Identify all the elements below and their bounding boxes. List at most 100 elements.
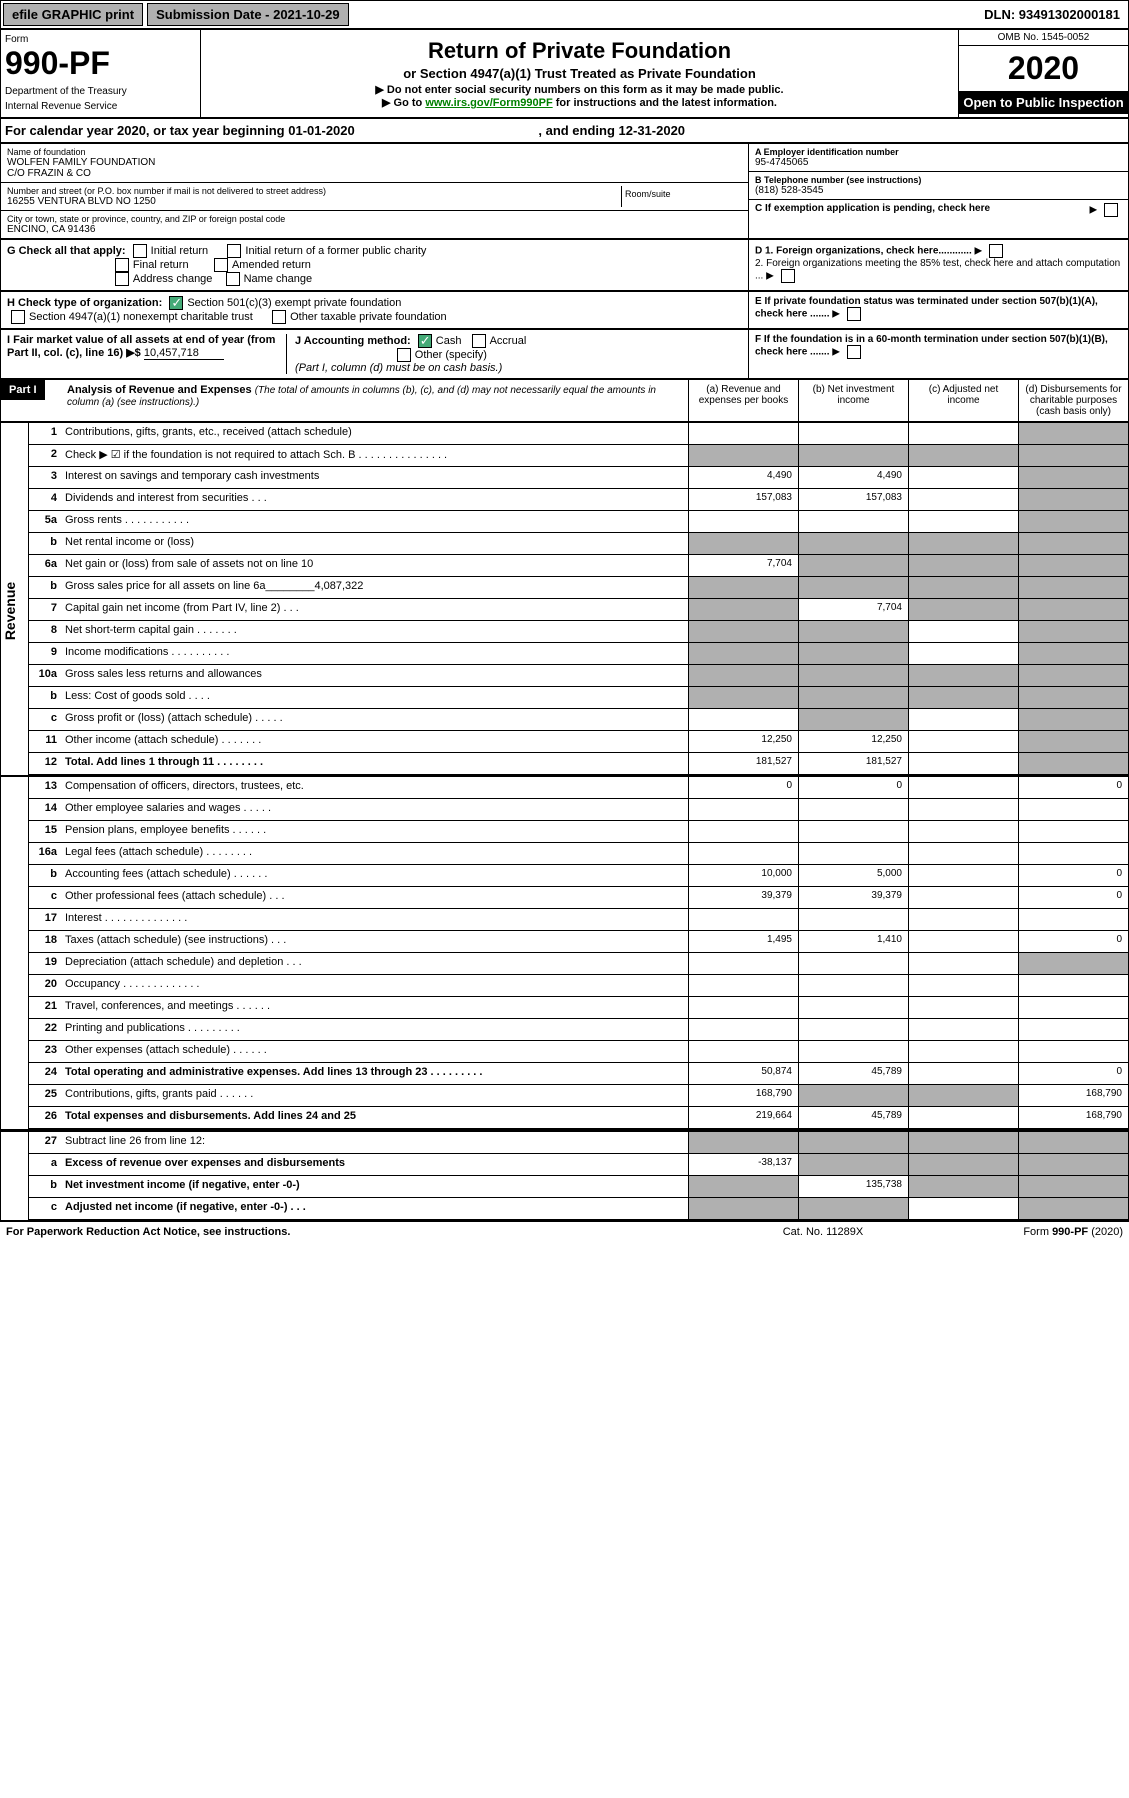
city-state-zip: ENCINO, CA 91436 (7, 224, 742, 235)
line-description: Other income (attach schedule) . . . . .… (61, 731, 688, 752)
col-d-value (1018, 799, 1128, 820)
col-b-value (798, 687, 908, 708)
expenses-section: Operating and Administrative Expenses 13… (0, 776, 1129, 1130)
revenue-side-label: Revenue (2, 582, 18, 640)
col-a-value: 10,000 (688, 865, 798, 886)
line-description: Interest . . . . . . . . . . . . . . (61, 909, 688, 930)
line-number: 15 (29, 821, 61, 842)
line-description: Net gain or (loss) from sale of assets n… (61, 555, 688, 576)
col-d-value (1018, 909, 1128, 930)
line-number: a (29, 1154, 61, 1175)
60month-checkbox[interactable] (847, 345, 861, 359)
efile-print-button[interactable]: efile GRAPHIC print (3, 3, 143, 26)
table-row: 4Dividends and interest from securities … (29, 489, 1128, 511)
table-row: bGross sales price for all assets on lin… (29, 577, 1128, 599)
form-title: Return of Private Foundation (209, 38, 950, 64)
name-change-checkbox[interactable] (226, 272, 240, 286)
g-label: G Check all that apply: (7, 245, 126, 257)
col-d-value (1018, 423, 1128, 444)
col-b-value (798, 643, 908, 664)
f-label: F If the foundation is in a 60-month ter… (755, 334, 1108, 358)
col-b-header: (b) Net investment income (798, 380, 908, 421)
col-d-value (1018, 1019, 1128, 1040)
line-number: 13 (29, 777, 61, 798)
line-description: Taxes (attach schedule) (see instruction… (61, 931, 688, 952)
col-c-value (908, 1085, 1018, 1106)
d2-label: 2. Foreign organizations meeting the 85%… (755, 258, 1120, 282)
col-a-value (688, 665, 798, 686)
accrual-checkbox[interactable] (472, 334, 486, 348)
col-d-value (1018, 821, 1128, 842)
table-row: bAccounting fees (attach schedule) . . .… (29, 865, 1128, 887)
table-row: 14Other employee salaries and wages . . … (29, 799, 1128, 821)
line-number: 25 (29, 1085, 61, 1106)
col-b-value: 45,789 (798, 1063, 908, 1084)
line-number: 8 (29, 621, 61, 642)
501c3-checkbox[interactable] (169, 296, 183, 310)
col-d-value: 0 (1018, 887, 1128, 908)
col-a-value (688, 1041, 798, 1062)
line-number: 2 (29, 445, 61, 466)
col-a-value (688, 909, 798, 930)
col-b-value: 135,738 (798, 1176, 908, 1197)
col-d-value: 168,790 (1018, 1085, 1128, 1106)
table-row: 7Capital gain net income (from Part IV, … (29, 599, 1128, 621)
form-header: Form 990-PF Department of the Treasury I… (0, 29, 1129, 118)
col-d-value: 0 (1018, 865, 1128, 886)
line-number: 21 (29, 997, 61, 1018)
line-number: 16a (29, 843, 61, 864)
col-a-value (688, 997, 798, 1018)
exemption-checkbox[interactable] (1104, 203, 1118, 217)
col-a-value: -38,137 (688, 1154, 798, 1175)
cash-checkbox[interactable] (418, 334, 432, 348)
ein-label: A Employer identification number (755, 147, 1122, 157)
table-row: 12Total. Add lines 1 through 11 . . . . … (29, 753, 1128, 775)
footer: For Paperwork Reduction Act Notice, see … (0, 1221, 1129, 1242)
irs-link[interactable]: www.irs.gov/Form990PF (425, 97, 552, 109)
foundation-name: WOLFEN FAMILY FOUNDATION (7, 157, 742, 168)
col-b-value (798, 621, 908, 642)
line-number: 1 (29, 423, 61, 444)
line-description: Interest on savings and temporary cash i… (61, 467, 688, 488)
col-d-value: 0 (1018, 1063, 1128, 1084)
col-c-value (908, 1176, 1018, 1197)
final-return-checkbox[interactable] (115, 258, 129, 272)
line-description: Contributions, gifts, grants paid . . . … (61, 1085, 688, 1106)
line-number: b (29, 1176, 61, 1197)
col-b-value (798, 577, 908, 598)
line-description: Pension plans, employee benefits . . . .… (61, 821, 688, 842)
col-b-value: 45,789 (798, 1107, 908, 1128)
col-a-value (688, 599, 798, 620)
table-row: 27Subtract line 26 from line 12: (29, 1132, 1128, 1154)
col-c-value (908, 843, 1018, 864)
col-a-value (688, 709, 798, 730)
line-number: 12 (29, 753, 61, 774)
other-taxable-checkbox[interactable] (272, 310, 286, 324)
col-b-value: 12,250 (798, 731, 908, 752)
amended-return-checkbox[interactable] (214, 258, 228, 272)
address-change-checkbox[interactable] (115, 272, 129, 286)
table-row: 6aNet gain or (loss) from sale of assets… (29, 555, 1128, 577)
initial-former-checkbox[interactable] (227, 244, 241, 258)
form-title-box: Return of Private Foundation or Section … (201, 30, 958, 117)
other-method-checkbox[interactable] (397, 348, 411, 362)
foreign-85-checkbox[interactable] (781, 269, 795, 283)
name-label: Name of foundation (7, 147, 742, 157)
col-a-value (688, 1132, 798, 1153)
initial-return-checkbox[interactable] (133, 244, 147, 258)
line-description: Occupancy . . . . . . . . . . . . . (61, 975, 688, 996)
foreign-org-checkbox[interactable] (989, 244, 1003, 258)
4947-checkbox[interactable] (11, 310, 25, 324)
col-b-value (798, 799, 908, 820)
line-description: Other expenses (attach schedule) . . . .… (61, 1041, 688, 1062)
terminated-checkbox[interactable] (847, 307, 861, 321)
line-number: b (29, 687, 61, 708)
table-row: 23Other expenses (attach schedule) . . .… (29, 1041, 1128, 1063)
col-c-value (908, 1019, 1018, 1040)
col-b-value: 157,083 (798, 489, 908, 510)
line-number: 26 (29, 1107, 61, 1128)
col-c-value (908, 753, 1018, 774)
top-bar: efile GRAPHIC print Submission Date - 20… (0, 0, 1129, 29)
table-row: 11Other income (attach schedule) . . . .… (29, 731, 1128, 753)
j-note: (Part I, column (d) must be on cash basi… (295, 362, 502, 374)
